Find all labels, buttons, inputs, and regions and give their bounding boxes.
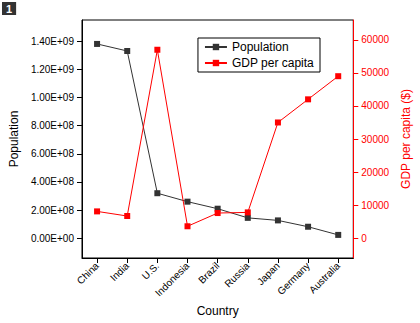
svg-text:Germany: Germany <box>275 260 312 297</box>
svg-text:Brazil: Brazil <box>196 260 221 285</box>
svg-text:Country: Country <box>197 304 239 318</box>
svg-text:10000: 10000 <box>361 200 389 211</box>
svg-text:50000: 50000 <box>361 67 389 78</box>
svg-text:0: 0 <box>361 233 367 244</box>
svg-text:40000: 40000 <box>361 100 389 111</box>
svg-text:60000: 60000 <box>361 34 389 45</box>
svg-text:8.00E+08: 8.00E+08 <box>31 120 75 131</box>
svg-text:U.S.: U.S. <box>140 260 162 282</box>
svg-text:China: China <box>75 260 102 287</box>
svg-text:2.00E+08: 2.00E+08 <box>31 205 75 216</box>
svg-text:30000: 30000 <box>361 134 389 145</box>
svg-text:0.00E+00: 0.00E+00 <box>31 233 75 244</box>
svg-text:1: 1 <box>6 3 12 15</box>
svg-text:6.00E+08: 6.00E+08 <box>31 148 75 159</box>
svg-text:1.00E+09: 1.00E+09 <box>31 92 75 103</box>
svg-text:Population: Population <box>232 40 289 54</box>
svg-text:Indonesia: Indonesia <box>153 260 192 299</box>
svg-text:20000: 20000 <box>361 167 389 178</box>
svg-text:GDP per capita ($): GDP per capita ($) <box>399 89 413 189</box>
svg-text:1.40E+09: 1.40E+09 <box>31 36 75 47</box>
svg-text:4.00E+08: 4.00E+08 <box>31 176 75 187</box>
svg-text:Population: Population <box>7 111 21 168</box>
svg-text:Russia: Russia <box>222 260 252 290</box>
svg-text:1.20E+09: 1.20E+09 <box>31 64 75 75</box>
svg-text:Japan: Japan <box>255 260 282 287</box>
svg-text:Australia: Australia <box>307 260 343 296</box>
svg-text:India: India <box>108 260 131 283</box>
svg-text:GDP per capita: GDP per capita <box>232 56 314 70</box>
